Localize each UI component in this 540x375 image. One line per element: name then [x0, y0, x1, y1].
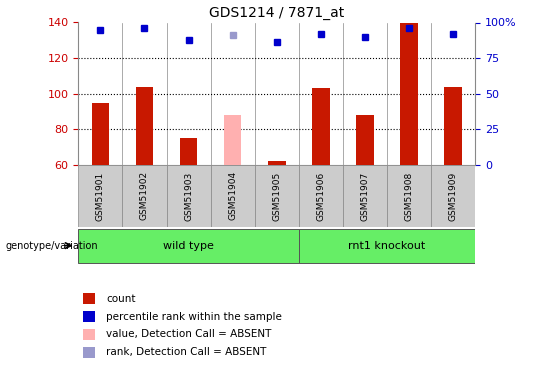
Text: GSM51907: GSM51907: [360, 171, 369, 220]
Bar: [224, 115, 241, 165]
Text: GSM51905: GSM51905: [272, 171, 281, 220]
Bar: [343, 165, 387, 227]
Bar: [431, 165, 475, 227]
Text: GSM51906: GSM51906: [316, 171, 325, 220]
Text: rank, Detection Call = ABSENT: rank, Detection Call = ABSENT: [106, 348, 267, 357]
Bar: [387, 165, 431, 227]
Text: GSM51908: GSM51908: [404, 171, 414, 220]
Bar: [78, 165, 123, 227]
Bar: [299, 165, 343, 227]
Bar: [356, 115, 374, 165]
Bar: [444, 87, 462, 165]
Bar: [78, 229, 299, 262]
Bar: [400, 22, 418, 165]
Bar: [83, 347, 94, 358]
Bar: [83, 329, 94, 340]
Bar: [211, 165, 255, 227]
Text: GSM51909: GSM51909: [449, 171, 458, 220]
Bar: [255, 165, 299, 227]
Bar: [83, 293, 94, 304]
Bar: [312, 88, 329, 165]
Text: value, Detection Call = ABSENT: value, Detection Call = ABSENT: [106, 330, 272, 339]
Bar: [180, 138, 198, 165]
Text: rnt1 knockout: rnt1 knockout: [348, 241, 426, 250]
Text: GSM51904: GSM51904: [228, 171, 237, 220]
Text: GSM51903: GSM51903: [184, 171, 193, 220]
Text: GSM51902: GSM51902: [140, 171, 149, 220]
Bar: [92, 103, 109, 165]
Bar: [299, 229, 475, 262]
Text: genotype/variation: genotype/variation: [5, 241, 98, 250]
Bar: [166, 165, 211, 227]
Bar: [136, 87, 153, 165]
Text: wild type: wild type: [163, 241, 214, 250]
Title: GDS1214 / 7871_at: GDS1214 / 7871_at: [209, 6, 345, 20]
Text: GSM51901: GSM51901: [96, 171, 105, 220]
Bar: [83, 311, 94, 322]
Bar: [123, 165, 166, 227]
Text: count: count: [106, 294, 136, 303]
Text: percentile rank within the sample: percentile rank within the sample: [106, 312, 282, 321]
Bar: [268, 161, 286, 165]
